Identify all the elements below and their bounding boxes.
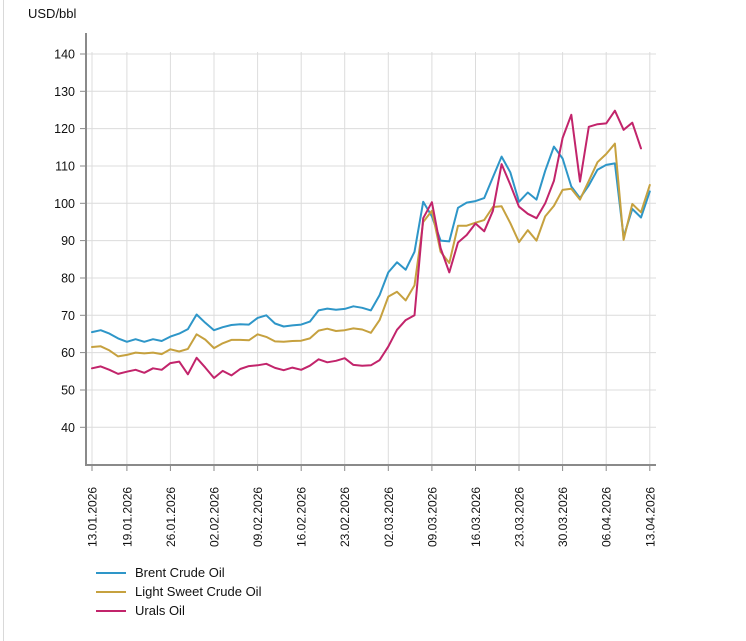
x-tick-label: 16.02.2026 [295, 487, 309, 547]
x-tick-label: 19.01.2026 [120, 487, 134, 547]
x-tick-label: 16.03.2026 [469, 487, 483, 547]
legend: Brent Crude Oil Light Sweet Crude Oil Ur… [96, 563, 261, 620]
x-tick-label: 23.03.2026 [513, 487, 527, 547]
x-tick-label: 09.03.2026 [425, 487, 439, 547]
legend-label-brent: Brent Crude Oil [135, 565, 225, 580]
legend-swatch-light-sweet [96, 590, 126, 593]
x-tick-label: 06.04.2026 [600, 487, 614, 547]
y-tick-label: 90 [61, 234, 75, 248]
legend-label-light-sweet: Light Sweet Crude Oil [135, 584, 262, 599]
x-tick-label: 13.01.2026 [86, 487, 100, 547]
y-tick-label: 60 [61, 346, 75, 360]
grid-layer [86, 52, 656, 465]
y-tick-label: 110 [55, 160, 75, 174]
x-tick-label: 13.04.2026 [643, 487, 657, 547]
x-tick-label: 02.03.2026 [382, 487, 396, 547]
x-tick-label: 26.01.2026 [164, 487, 178, 547]
y-axis-unit-label: USD/bbl [28, 6, 77, 21]
y-tick-label: 50 [61, 384, 75, 398]
legend-swatch-urals [96, 609, 126, 612]
legend-item-light-sweet: Light Sweet Crude Oil [96, 582, 261, 601]
x-tick-label: 23.02.2026 [338, 487, 352, 547]
x-tick-label: 09.02.2026 [251, 487, 265, 547]
series-line-urals-oil [91, 109, 642, 379]
axis-label-layer: 40 50 60 70 80 90 100 110 120 130 140 13.01.2026 19.… [54, 48, 657, 548]
series-line-light-sweet-crude-oil [91, 142, 651, 358]
y-tick-label: 70 [61, 309, 75, 323]
legend-swatch-brent [96, 571, 126, 574]
series-line-brent-crude-oil [91, 145, 651, 343]
container-left-border [3, 0, 4, 641]
x-tick-label: 02.02.2026 [208, 487, 222, 547]
y-tick-label: 130 [54, 85, 75, 99]
series-layer [91, 109, 651, 379]
y-tick-label: 40 [61, 421, 75, 435]
y-tick-label: 140 [54, 48, 75, 62]
x-tick-label: 30.03.2026 [556, 487, 570, 547]
y-tick-label: 120 [54, 122, 75, 136]
axis-layer [80, 33, 656, 471]
legend-item-brent: Brent Crude Oil [96, 563, 261, 582]
legend-item-urals: Urals Oil [96, 601, 261, 620]
y-tick-label: 80 [61, 272, 75, 286]
y-tick-label: 100 [54, 197, 75, 211]
legend-label-urals: Urals Oil [135, 603, 185, 618]
